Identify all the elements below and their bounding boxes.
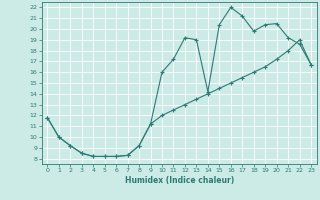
X-axis label: Humidex (Indice chaleur): Humidex (Indice chaleur) <box>124 176 234 185</box>
